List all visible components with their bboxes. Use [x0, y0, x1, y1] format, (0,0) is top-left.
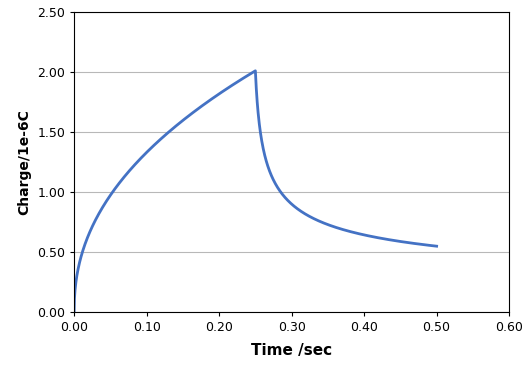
X-axis label: Time /sec: Time /sec	[251, 343, 332, 357]
Y-axis label: Charge/1e-6C: Charge/1e-6C	[17, 109, 32, 215]
